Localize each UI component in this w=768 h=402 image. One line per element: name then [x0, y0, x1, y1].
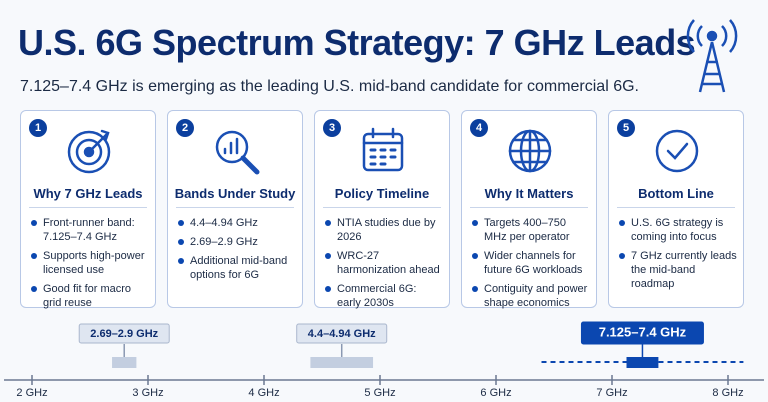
tick-label: 4 GHz: [248, 387, 279, 399]
bullet: WRC-27 harmonization ahead: [323, 249, 443, 277]
divider: [470, 207, 588, 208]
card-number: 1: [29, 119, 47, 137]
band-label: 7.125–7.4 GHz: [599, 324, 687, 339]
band-label-box: [296, 323, 388, 344]
card-icon: [362, 127, 404, 172]
band-label: 2.69–2.9 GHz: [90, 328, 158, 340]
bullet: Wider channels for future 6G workloads: [470, 249, 590, 277]
card: 2 Bands Under Study 4.4–4.94 GHz 2.69–2.9 G…: [167, 110, 303, 308]
card-title: Why It Matters: [484, 186, 574, 201]
bullet-list: U.S. 6G strategy is coming into focus 7 G…: [617, 211, 737, 291]
card-icon: [215, 130, 260, 175]
card: 3 Policy Timeline NTIA studies due by 2026…: [314, 110, 450, 310]
bullet: Good fit for macro grid reuse: [29, 282, 149, 310]
card-number: 4: [470, 119, 488, 137]
bullet: 4.4–4.94 GHz: [176, 216, 296, 230]
tower-icon: [686, 19, 738, 93]
card-number: 5: [617, 119, 635, 137]
tick-label: 8 GHz: [712, 387, 743, 399]
card-title: Bottom Line: [638, 186, 714, 201]
card: 4 Why It Matters Targets 400–750 MHz per o…: [461, 110, 597, 310]
bullet-list: Targets 400–750 MHz per operator Wider ch…: [470, 211, 590, 310]
card-number: 2: [176, 119, 194, 137]
band: [626, 357, 659, 368]
bullet-list: NTIA studies due by 2026 WRC-27 harmoniza…: [323, 211, 443, 310]
bullet: U.S. 6G strategy is coming into focus: [617, 216, 737, 244]
bullet: Supports high-power licensed use: [29, 249, 149, 277]
divider: [323, 207, 441, 208]
card-title: Policy Timeline: [334, 186, 430, 201]
bullet: 7 GHz currently leads the mid-band roadm…: [617, 249, 737, 291]
card: 5 Bottom Line U.S. 6G strategy is coming i…: [608, 110, 744, 308]
card-icon: [508, 129, 552, 173]
band: [310, 357, 374, 368]
card-number: 3: [323, 119, 341, 137]
title: U.S. 6G Spectrum Strategy: 7 GHz Leads: [18, 22, 696, 63]
bullet: NTIA studies due by 2026: [323, 216, 443, 244]
spectrum-axis: 2 GHz 3 GHz 4 GHz 5 GHz 6 GHz 7 GHz 8 GHz 2.69–…: [4, 321, 764, 399]
band-label-box: [580, 321, 704, 345]
card-icon: [67, 129, 111, 174]
band-label-box: [78, 323, 170, 344]
tick-label: 2 GHz: [16, 387, 47, 399]
band-label: 4.4–4.94 GHz: [308, 328, 376, 340]
bullet-list: Front-runner band: 7.125–7.4 GHz Supports…: [29, 211, 149, 310]
card: 1 Why 7 GHz Leads Front-runner band: 7.125…: [20, 110, 156, 310]
card-title: Bands Under Study: [174, 186, 296, 201]
tick-label: 6 GHz: [480, 387, 511, 399]
bullet: 2.69–2.9 GHz: [176, 235, 296, 249]
bullet: Contiguity and power shape economics: [470, 282, 590, 310]
bullet-list: 4.4–4.94 GHz 2.69–2.9 GHz Additional mid-b…: [176, 211, 296, 282]
bullet: Commercial 6G: early 2030s: [323, 282, 443, 310]
divider: [29, 207, 147, 208]
subtitle: 7.125–7.4 GHz is emerging as the leading…: [20, 78, 639, 95]
divider: [176, 207, 294, 208]
card-icon: [655, 129, 699, 173]
tick-label: 5 GHz: [364, 387, 395, 399]
bullet: Targets 400–750 MHz per operator: [470, 216, 590, 244]
tick-label: 3 GHz: [132, 387, 163, 399]
tick-label: 7 GHz: [596, 387, 627, 399]
bullet: Additional mid-band options for 6G: [176, 254, 296, 282]
card-title: Why 7 GHz Leads: [33, 186, 143, 201]
divider: [617, 207, 735, 208]
band: [112, 357, 137, 368]
bullet: Front-runner band: 7.125–7.4 GHz: [29, 216, 149, 244]
